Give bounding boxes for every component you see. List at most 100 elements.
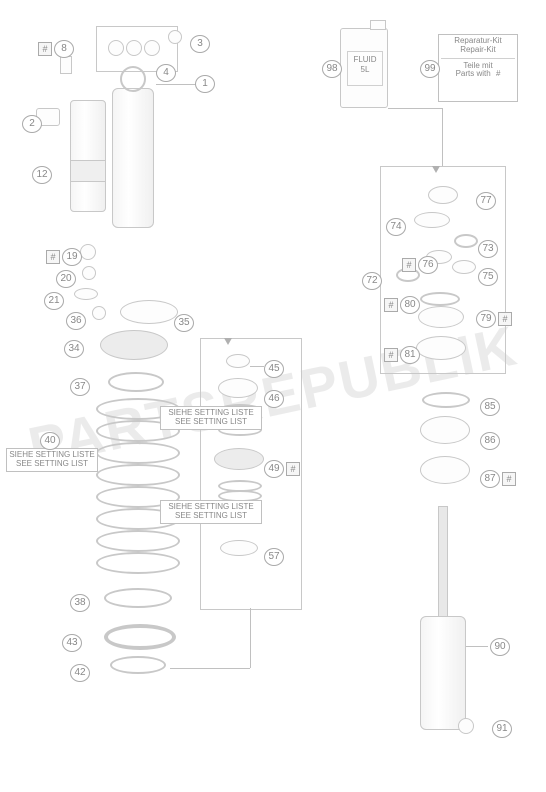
- callout-number: 43: [62, 634, 82, 652]
- part-57: [220, 540, 258, 556]
- callout-number: 77: [476, 192, 496, 210]
- hash-icon: #: [286, 462, 300, 476]
- callout-91: 91: [492, 720, 512, 738]
- callout-number: 74: [386, 218, 406, 236]
- repair-kit-line4: Parts with: [456, 69, 491, 78]
- callout-8: #8: [38, 40, 74, 58]
- callout-number: 40: [40, 432, 60, 450]
- part-86: [420, 416, 470, 444]
- callout-76: #76: [402, 256, 438, 274]
- callout-19: #19: [46, 248, 82, 266]
- part-label-band-12: [70, 160, 106, 182]
- callout-number: 37: [70, 378, 90, 396]
- callout-46: 46: [264, 390, 284, 408]
- callout-number: 36: [66, 312, 86, 330]
- inset-seal-b: [126, 40, 142, 56]
- hash-icon: #: [38, 42, 52, 56]
- setting-list-en-3: SEE SETTING LIST: [175, 511, 247, 520]
- leader-right-chain: [442, 108, 443, 166]
- callout-number: 99: [420, 60, 440, 78]
- callout-86: 86: [480, 432, 500, 450]
- callout-4: 4: [156, 64, 176, 82]
- callout-number: 35: [174, 314, 194, 332]
- setting-list-de-2: SIEHE SETTING LISTE: [168, 408, 253, 417]
- callout-number: 3: [190, 35, 210, 53]
- part-90: [420, 616, 466, 730]
- part-37: [108, 372, 164, 392]
- inset-seal-a: [108, 40, 124, 56]
- callout-45: 45: [264, 360, 284, 378]
- inset-seal-c: [144, 40, 160, 56]
- hash-icon: #: [46, 250, 60, 264]
- callout-number: 19: [62, 248, 82, 266]
- leader-shims-to-bottom: [250, 608, 251, 668]
- part-87: [420, 456, 470, 484]
- callout-81: #81: [384, 346, 420, 364]
- hash-icon: #: [402, 258, 416, 272]
- hash-icon: #: [502, 472, 516, 486]
- callout-73: 73: [478, 240, 498, 258]
- setting-list-de-3: SIEHE SETTING LISTE: [168, 502, 253, 511]
- callout-38: 38: [70, 594, 90, 612]
- leader-right-chain-h: [388, 108, 442, 109]
- callout-1: 1: [195, 75, 215, 93]
- callout-number: 2: [22, 115, 42, 133]
- callout-77: 77: [476, 192, 496, 210]
- callout-72: 72: [362, 272, 382, 290]
- part-35: [120, 300, 178, 324]
- part-46: [218, 378, 258, 398]
- part-75: [452, 260, 476, 274]
- repair-kit-line1: Reparatur-Kit: [454, 36, 502, 45]
- callout-number: 20: [56, 270, 76, 288]
- part-79: [418, 306, 464, 328]
- callout-2: 2: [22, 115, 42, 133]
- hash-icon: #: [498, 312, 512, 326]
- callout-number: 85: [480, 398, 500, 416]
- callout-57: 57: [264, 548, 284, 566]
- callout-42: 42: [70, 664, 90, 682]
- callout-number: 12: [32, 166, 52, 184]
- callout-number: 4: [156, 64, 176, 82]
- callout-37: 37: [70, 378, 90, 396]
- setting-list-box-top: SIEHE SETTING LISTE SEE SETTING LIST: [160, 406, 262, 430]
- callout-34: 34: [64, 340, 84, 358]
- setting-list-en: SEE SETTING LIST: [16, 459, 88, 468]
- hash-icon: #: [384, 348, 398, 362]
- leader-1: [156, 84, 196, 85]
- setting-list-de: SIEHE SETTING LISTE: [9, 450, 94, 459]
- callout-90: 90: [490, 638, 510, 656]
- part-36: [92, 306, 106, 320]
- setting-list-box-spring: SIEHE SETTING LISTE SEE SETTING LIST: [6, 448, 98, 472]
- callout-number: 73: [478, 240, 498, 258]
- callout-number: 90: [490, 638, 510, 656]
- callout-79: 79#: [476, 310, 512, 328]
- callout-number: 87: [480, 470, 500, 488]
- callout-98: 98: [322, 60, 342, 78]
- callout-number: 46: [264, 390, 284, 408]
- callout-74: 74: [386, 218, 406, 236]
- callout-number: 34: [64, 340, 84, 358]
- callout-49: 49#: [264, 460, 300, 478]
- callout-number: 1: [195, 75, 215, 93]
- callout-number: 42: [70, 664, 90, 682]
- callout-35: 35: [174, 314, 194, 332]
- part-81: [416, 336, 466, 360]
- inset-cap: [168, 30, 182, 44]
- callout-number: 79: [476, 310, 496, 328]
- part-piston-rod: [438, 506, 448, 618]
- setting-list-box-bottom: SIEHE SETTING LISTE SEE SETTING LIST: [160, 500, 262, 524]
- callout-40: 40: [40, 432, 60, 450]
- hash-icon: #: [384, 298, 398, 312]
- repair-kit-hash: #: [496, 70, 500, 79]
- fluid-label-top: FLUID: [353, 55, 376, 64]
- callout-36: 36: [66, 312, 86, 330]
- fluid-label-bottom: 5L: [361, 65, 370, 74]
- callout-number: 75: [478, 268, 498, 286]
- callout-85: 85: [480, 398, 500, 416]
- callout-99: 99: [420, 60, 440, 78]
- callout-number: 86: [480, 432, 500, 450]
- part-45: [226, 354, 250, 368]
- callout-number: 21: [44, 292, 64, 310]
- callout-12: 12: [32, 166, 52, 184]
- part-74: [414, 212, 450, 228]
